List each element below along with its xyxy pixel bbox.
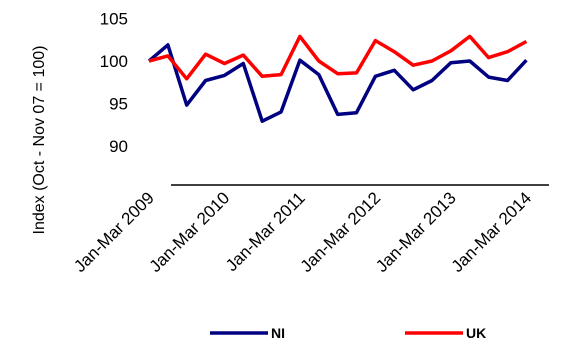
y-tick-label: 90 [109, 137, 128, 156]
y-tick-label: 105 [100, 10, 128, 29]
legend-label-ni: NI [271, 325, 285, 341]
series-line-ni [147, 43, 528, 123]
legend: NI UK [210, 325, 486, 341]
y-axis-label-group: Index (Oct - Nov 07 = 100) [31, 46, 48, 235]
x-tick-label: Jan-Mar 2010 [146, 188, 234, 276]
y-axis-ticks: 90 95 100 105 [100, 10, 128, 156]
series-lines [147, 34, 528, 123]
x-tick-label: Jan-Mar 2014 [448, 188, 536, 276]
legend-label-uk: UK [466, 325, 486, 341]
y-tick-label: 100 [100, 52, 128, 71]
series-line-uk [148, 34, 528, 81]
y-axis-label: Index (Oct - Nov 07 = 100) [31, 46, 48, 235]
y-tick-label: 95 [109, 94, 128, 113]
